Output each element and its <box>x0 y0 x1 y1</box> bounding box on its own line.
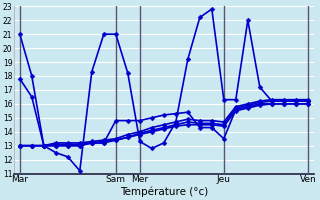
X-axis label: Température (°c): Température (°c) <box>120 187 208 197</box>
